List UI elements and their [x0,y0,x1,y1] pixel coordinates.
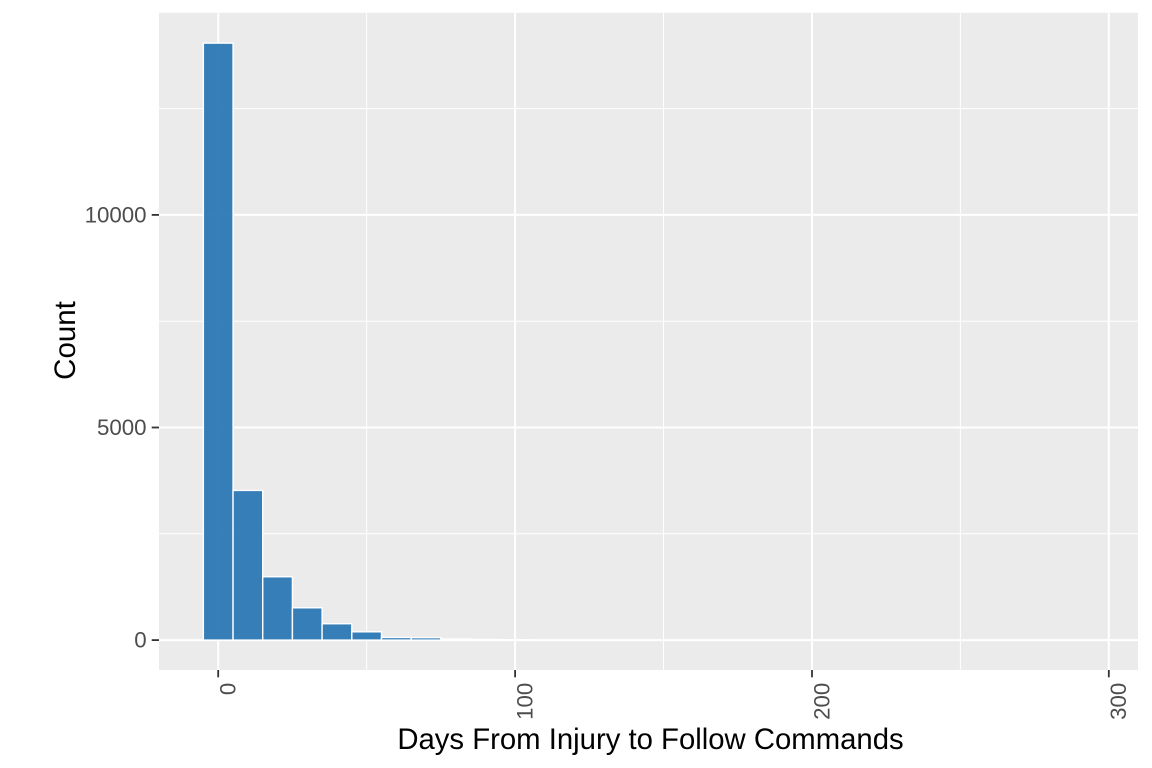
svg-text:Days From Injury to Follow Com: Days From Injury to Follow Commands [397,723,903,756]
svg-text:10000: 10000 [85,203,147,228]
svg-text:200: 200 [809,683,834,720]
svg-text:0: 0 [134,628,146,653]
svg-text:Count: Count [49,301,82,380]
svg-text:100: 100 [513,683,538,720]
svg-text:300: 300 [1106,683,1131,720]
svg-text:5000: 5000 [97,415,147,440]
svg-text:0: 0 [216,683,241,695]
